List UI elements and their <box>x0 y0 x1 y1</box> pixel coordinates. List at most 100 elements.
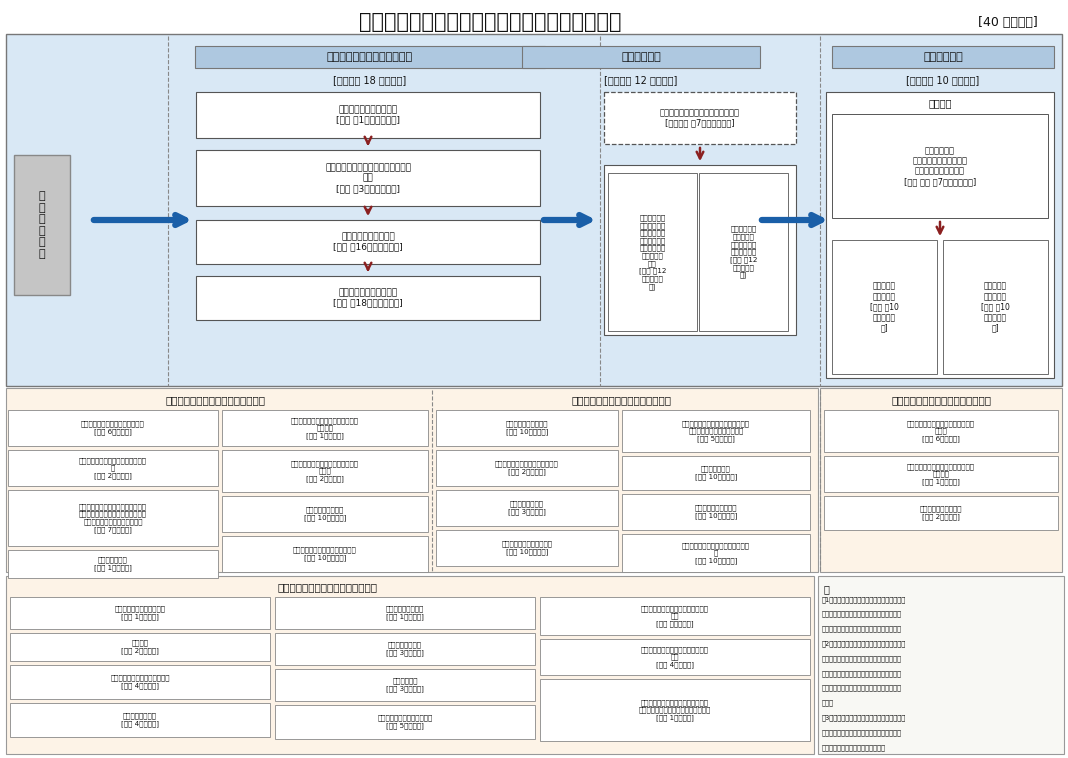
Text: 所占用的时间不计入工程建设项目审批时间。: 所占用的时间不计入工程建设项目审批时间。 <box>822 625 902 632</box>
Bar <box>7 450 218 486</box>
Bar <box>10 665 270 699</box>
Bar <box>540 597 810 635</box>
Bar <box>195 46 545 68</box>
Text: 阶段结束前完成申报、审批的事项。: 阶段结束前完成申报、审批的事项。 <box>822 744 886 750</box>
Text: 涉及国家安全事项的建设项目审批迁
移文书
[国安 6个工作日]: 涉及国家安全事项的建设项目审批迁 移文书 [国安 6个工作日] <box>907 420 975 442</box>
Text: 建设污水处理核准
[城管 3个工作日]: 建设污水处理核准 [城管 3个工作日] <box>508 501 546 515</box>
Bar <box>820 388 1062 572</box>
Text: 危险化学品建设项目安全设施设计审
查
[应急 10个工作日]: 危险化学品建设项目安全设施设计审 查 [应急 10个工作日] <box>682 542 750 564</box>
Text: 意见。: 意见。 <box>822 700 834 706</box>
Bar <box>197 220 540 264</box>
Text: 术指导，对后续施工图设计工作给出技术指导: 术指导，对后续施工图设计工作给出技术指导 <box>822 684 902 691</box>
Text: 新建民用建筑项目防空地下室设计条
件审批
[人防 2个工作日]: 新建民用建筑项目防空地下室设计条 件审批 [人防 2个工作日] <box>290 460 359 482</box>
Text: 取水许可审批
[水利 3个工作日]: 取水许可审批 [水利 3个工作日] <box>386 678 424 692</box>
Bar <box>6 34 1062 386</box>
Bar <box>943 240 1048 374</box>
Bar <box>7 490 218 546</box>
Bar <box>7 410 218 446</box>
Text: 医疗机构放射性职业病危害建设项目
竣工验收
[卫健 1个工作日]: 医疗机构放射性职业病危害建设项目 竣工验收 [卫健 1个工作日] <box>907 463 975 485</box>
Bar <box>197 276 540 320</box>
Text: 地质灾害危险性评估
[资规 1个工作日]: 地质灾害危险性评估 [资规 1个工作日] <box>386 606 424 620</box>
Bar <box>832 114 1048 218</box>
Bar <box>274 597 535 629</box>
Text: 第三阶段可并联或并行办理其他事项: 第三阶段可并联或并行办理其他事项 <box>891 395 991 405</box>
Text: [审批时限 18 个工作日]: [审批时限 18 个工作日] <box>333 75 407 85</box>
Text: 建设用地规划许可证核发（含用地批
准）
[资规 第3个工作日完成]: 建设用地规划许可证核发（含用地批 准） [资规 第3个工作日完成] <box>325 163 411 193</box>
Bar <box>274 705 535 739</box>
Bar <box>222 410 428 446</box>
Bar <box>222 450 428 492</box>
Text: 节能审查
[发改 2个工作日]: 节能审查 [发改 2个工作日] <box>121 640 159 654</box>
Text: （3）阶段可并联或并行办理事项是指可选择并: （3）阶段可并联或并行办理事项是指可选择并 <box>822 714 907 721</box>
Text: 施工许可阶段: 施工许可阶段 <box>622 52 661 62</box>
Text: 占用农业灌溉水源、灌排工程设施审
批
[水利 2个工作日]: 占用农业灌溉水源、灌排工程设施审 批 [水利 2个工作日] <box>79 457 147 479</box>
Bar <box>608 173 697 331</box>
Text: 生产建设项目水土保持方案审批
[水利 4个工作日]: 生产建设项目水土保持方案审批 [水利 4个工作日] <box>110 675 170 689</box>
Bar <box>7 550 218 578</box>
Text: 注: 注 <box>824 584 830 594</box>
Bar <box>222 496 428 532</box>
Text: 对建设工程选址不能避开文物保护单
位而实施就址保护措施的批准（涉及
国保和省保单位的初审并转报）
[文保 7个工作日]: 对建设工程选址不能避开文物保护单 位而实施就址保护措施的批准（涉及 国保和省保单… <box>79 503 147 533</box>
Bar <box>826 92 1054 378</box>
Text: 立项用地与工程建设许可阶段: 立项用地与工程建设许可阶段 <box>327 52 413 62</box>
Text: 建设工程设计方案审查
[资规 第16个工作日完成]: 建设工程设计方案审查 [资规 第16个工作日完成] <box>333 232 403 252</box>
Text: 相关部门和市政公用服务企业，对方案进行联: 相关部门和市政公用服务企业，对方案进行联 <box>822 655 902 662</box>
Text: 雷电防护装置设计审核
[气象 10个工作日]: 雷电防护装置设计审核 [气象 10个工作日] <box>695 505 737 519</box>
Text: 工程建设涉及城市绿地、树木审批
[城管 2个工作日]: 工程建设涉及城市绿地、树木审批 [城管 2个工作日] <box>496 461 559 475</box>
Text: 建设项目安全设施设计审查
[应急 10个工作日]: 建设项目安全设施设计审查 [应急 10个工作日] <box>502 540 552 555</box>
Bar <box>622 494 810 530</box>
Text: 建设项目环境影响评价审批
[环保 1个工作日]: 建设项目环境影响评价审批 [环保 1个工作日] <box>114 606 166 620</box>
Text: 建设工程竣
工验收备案
[住建 第10
个工作日完
成]: 建设工程竣 工验收备案 [住建 第10 个工作日完 成] <box>981 282 1010 332</box>
Text: 职业病危害预评价
[卫健 3个工作日]: 职业病危害预评价 [卫健 3个工作日] <box>386 642 424 656</box>
Text: 联合验收: 联合验收 <box>928 98 952 108</box>
Bar <box>436 530 618 566</box>
Bar <box>522 46 760 68</box>
Text: 建设工程防治审核确认
[住建 10个工作日]: 建设工程防治审核确认 [住建 10个工作日] <box>506 421 548 435</box>
Text: 地震安全性评价
[地震 1个工作日]: 地震安全性评价 [地震 1个工作日] <box>94 557 132 572</box>
Text: 合技术审查，审查之后进行服务，进行联合技: 合技术审查，审查之后进行服务，进行联合技 <box>822 670 902 677</box>
Text: 第一、二阶段可并联或并行办理事项: 第一、二阶段可并联或并行办理事项 <box>278 582 378 592</box>
Text: [40 个工作日]: [40 个工作日] <box>978 15 1038 29</box>
Bar <box>824 456 1058 492</box>
Text: 在江河湖泊新建、改建、扩建排污口
审批
[环保 4个工作日]: 在江河湖泊新建、改建、扩建排污口 审批 [环保 4个工作日] <box>641 646 709 668</box>
Bar <box>832 240 937 374</box>
Text: 重大规划、重点工程项目气候可行性
论证
[气象 开工前完成]: 重大规划、重点工程项目气候可行性 论证 [气象 开工前完成] <box>641 605 709 627</box>
Bar <box>824 410 1058 452</box>
Text: （1）建设项目设计方案审查中由于建设单位修: （1）建设项目设计方案审查中由于建设单位修 <box>822 596 907 603</box>
Text: 建设工程规划许可证核发
[资规 第18个工作日完成]: 建设工程规划许可证核发 [资规 第18个工作日完成] <box>333 288 403 308</box>
Text: 危险化学品建设项目安全条件审查
[应急 10个工作日]: 危险化学品建设项目安全条件审查 [应急 10个工作日] <box>293 547 357 561</box>
Text: 医疗机构建设项目放射性职业病危害
预评价报告及卫生审查（危害一般类）
[卫健 1个工作日]: 医疗机构建设项目放射性职业病危害 预评价报告及卫生审查（危害一般类） [卫健 1… <box>639 699 711 721</box>
Text: 人防工程竣
工验收备案
[人防 第10
个工作日完
成]: 人防工程竣 工验收备案 [人防 第10 个工作日完 成] <box>870 282 899 332</box>
Bar <box>197 92 540 138</box>
Text: 建筑工程施工
许可证核发
（含质监、安
监手续办理）
[住建 第12
个工作日完
成]: 建筑工程施工 许可证核发 （含质监、安 监手续办理） [住建 第12 个工作日完… <box>729 226 757 278</box>
Bar <box>604 92 796 144</box>
Bar <box>197 150 540 206</box>
Text: 企业投资项目核准或备案
[发改 第1个工作日完成]: 企业投资项目核准或备案 [发改 第1个工作日完成] <box>336 105 400 125</box>
Text: 因工程建设需要拆除、改动、迁移供
水、排水与污水处理设施审核
[城管 5个工作日]: 因工程建设需要拆除、改动、迁移供 水、排水与污水处理设施审核 [城管 5个工作日… <box>682 420 750 442</box>
Bar <box>622 534 810 572</box>
Bar <box>10 597 270 629</box>
Bar <box>274 633 535 665</box>
Text: 建设项目安全预评价
[应急 10个工作日]: 建设项目安全预评价 [应急 10个工作日] <box>303 507 346 522</box>
Bar <box>274 669 535 701</box>
Text: 第一阶段可并联或并行办理其他事项: 第一阶段可并联或并行办理其他事项 <box>164 395 265 405</box>
Bar <box>436 410 618 446</box>
Text: 规划条件核实
建设工程消防验收或备案
建设工程城建档案验收
[资规 住建 第7个工作日完成]: 规划条件核实 建设工程消防验收或备案 建设工程城建档案验收 [资规 住建 第7个… <box>904 146 976 186</box>
Bar <box>436 450 618 486</box>
Text: （2）在工程建设许可阶段，由规划部门牵头，: （2）在工程建设许可阶段，由规划部门牵头， <box>822 641 907 647</box>
Bar <box>540 679 810 741</box>
Text: 涉及国家安全事项的建设项目审批
[国安 6个工作日]: 涉及国家安全事项的建设项目审批 [国安 6个工作日] <box>81 421 145 435</box>
Bar <box>10 703 270 737</box>
Text: 联申报，也可单独进行申报，但必须在最后明: 联申报，也可单独进行申报，但必须在最后明 <box>822 729 902 736</box>
Bar <box>6 388 818 572</box>
Text: 古树名木保护方案及移植审批
[林业 5个工作日]: 古树名木保护方案及移植审批 [林业 5个工作日] <box>377 715 433 729</box>
Text: [审批时限 12 个工作日]: [审批时限 12 个工作日] <box>604 75 678 85</box>
Text: 竣工验收阶段: 竣工验收阶段 <box>923 52 963 62</box>
Bar <box>604 165 796 335</box>
Text: 项
目
策
划
生
成: 项 目 策 划 生 成 <box>38 191 45 259</box>
Bar <box>10 633 270 661</box>
Bar <box>622 456 810 490</box>
Bar <box>832 46 1054 68</box>
Text: 改方案以及修改后方案复查不符合要求的，其: 改方案以及修改后方案复查不符合要求的，其 <box>822 611 902 618</box>
Bar <box>818 576 1064 754</box>
